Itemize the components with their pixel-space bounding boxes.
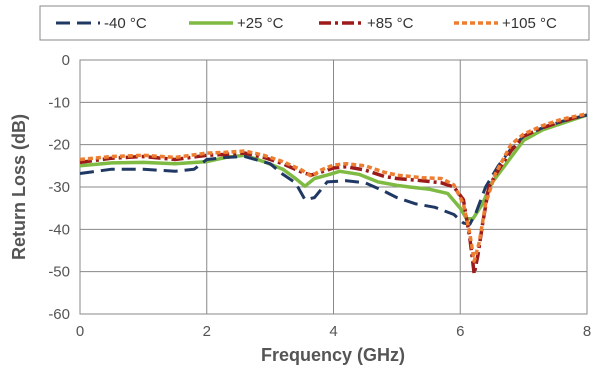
- x-tick-label: 6: [456, 323, 464, 340]
- series-line-3: [79, 112, 588, 263]
- x-tick-label: 2: [203, 323, 211, 340]
- y-tick-label: -50: [48, 264, 70, 281]
- legend-label-0: -40 °C: [104, 15, 147, 32]
- legend-label-2: +85 °C: [367, 15, 414, 32]
- y-tick-label: -10: [48, 94, 70, 111]
- y-tick-label: -20: [48, 137, 70, 154]
- x-tick-label: 8: [583, 323, 591, 340]
- legend-label-1: +25 °C: [237, 15, 284, 32]
- y-tick-label: -40: [48, 221, 70, 238]
- grid: [80, 60, 587, 314]
- legend-label-3: +105 °C: [502, 15, 557, 32]
- legend: -40 °C +25 °C +85 °C +105 °C: [56, 15, 557, 32]
- series-layer: [79, 112, 588, 276]
- y-tick-label: -60: [48, 306, 70, 323]
- x-tick-label: 4: [329, 323, 337, 340]
- y-axis-title: Return Loss (dB): [9, 114, 29, 260]
- y-tick-label: 0: [62, 52, 70, 69]
- x-tick-labels: 0 2 4 6 8: [76, 323, 591, 340]
- y-tick-label: -30: [48, 179, 70, 196]
- x-axis-title: Frequency (GHz): [261, 345, 405, 365]
- x-tick-label: 0: [76, 323, 84, 340]
- y-tick-labels: 0 -10 -20 -30 -40 -50 -60: [48, 52, 70, 323]
